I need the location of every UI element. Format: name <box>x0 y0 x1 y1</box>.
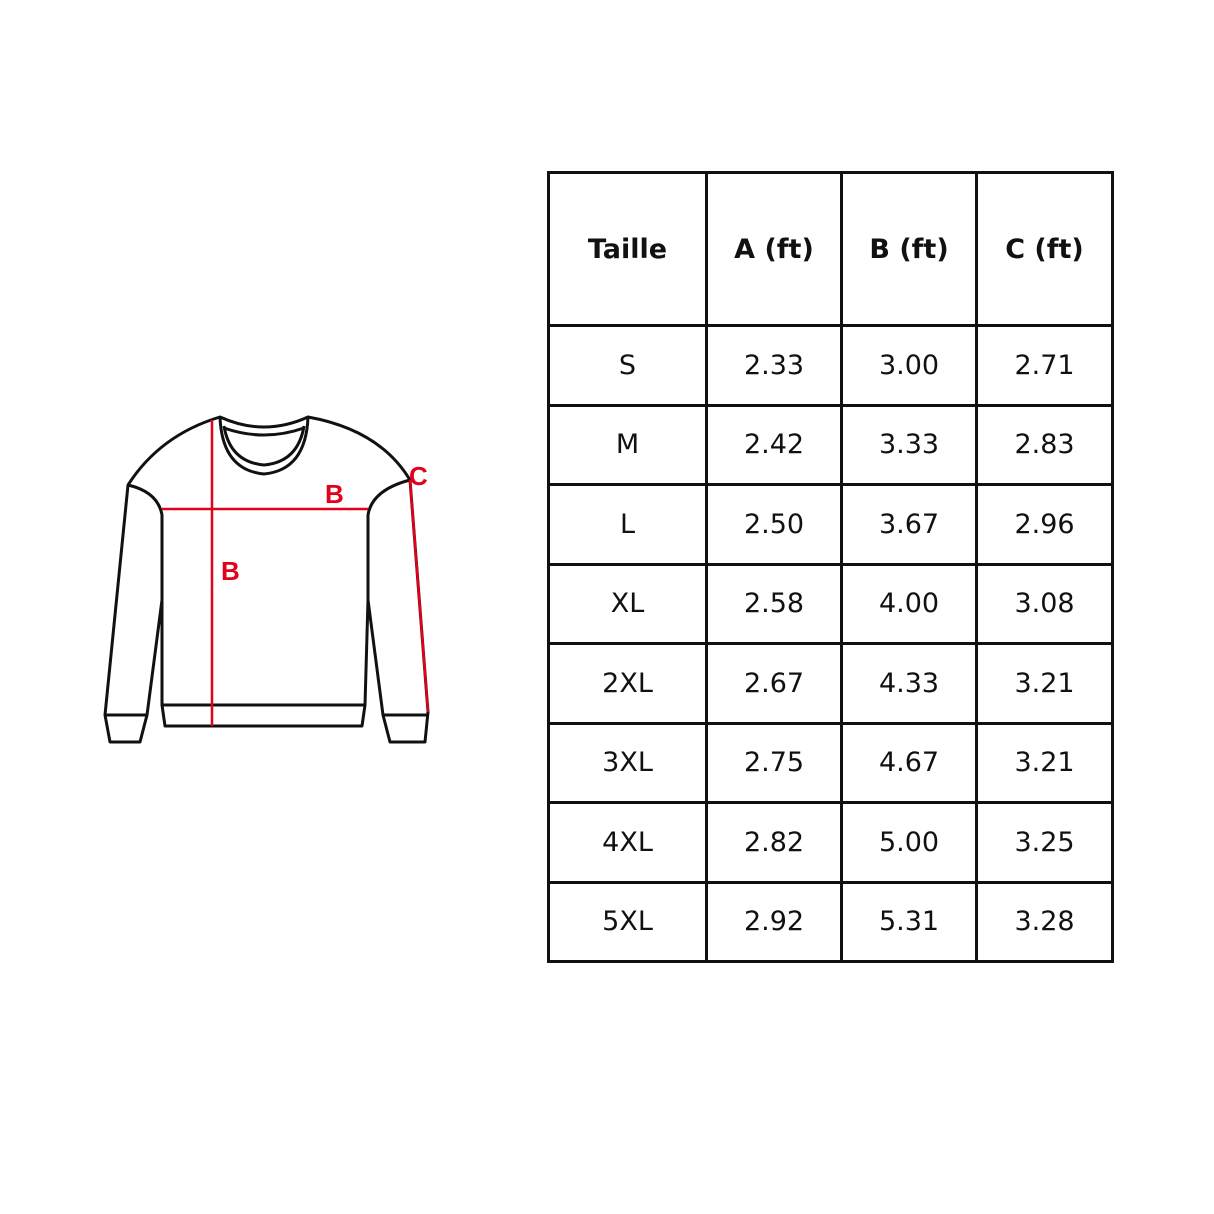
cell-a: 2.75 <box>705 721 843 804</box>
cell-a: 2.50 <box>705 483 843 566</box>
cell-b: 5.00 <box>840 801 978 884</box>
cell-a: 2.33 <box>705 324 843 407</box>
length-label: B <box>221 556 240 586</box>
cell-b: 4.67 <box>840 721 978 804</box>
header-c: C (ft) <box>975 171 1114 327</box>
cell-c: 3.25 <box>975 801 1114 884</box>
cell-a: 2.92 <box>705 880 843 963</box>
cell-size: M <box>547 403 708 486</box>
sweater-outline <box>103 415 430 744</box>
cell-b: 3.67 <box>840 483 978 566</box>
table-row: M 2.42 3.33 2.83 <box>547 403 1114 486</box>
table-row: 4XL 2.82 5.00 3.25 <box>547 801 1114 884</box>
table-row: 5XL 2.92 5.31 3.28 <box>547 880 1114 963</box>
cell-c: 3.08 <box>975 562 1114 645</box>
table-row: S 2.33 3.00 2.71 <box>547 324 1114 407</box>
cell-size: S <box>547 324 708 407</box>
table-header-row: Taille A (ft) B (ft) C (ft) <box>547 171 1114 327</box>
chest-label: B <box>325 479 344 509</box>
cell-a: 2.42 <box>705 403 843 486</box>
header-b: B (ft) <box>840 171 978 327</box>
cell-b: 4.00 <box>840 562 978 645</box>
cell-size: XL <box>547 562 708 645</box>
table-row: 3XL 2.75 4.67 3.21 <box>547 721 1114 804</box>
header-size: Taille <box>547 171 708 327</box>
cell-size: 3XL <box>547 721 708 804</box>
cell-size: 2XL <box>547 642 708 725</box>
sleeve-label: C <box>409 461 428 491</box>
cell-b: 4.33 <box>840 642 978 725</box>
cell-b: 5.31 <box>840 880 978 963</box>
cell-c: 3.21 <box>975 642 1114 725</box>
cell-b: 3.33 <box>840 403 978 486</box>
cell-c: 3.21 <box>975 721 1114 804</box>
cell-size: 5XL <box>547 880 708 963</box>
cell-b: 3.00 <box>840 324 978 407</box>
cell-size: 4XL <box>547 801 708 884</box>
size-table: Taille A (ft) B (ft) C (ft) S 2.33 3.00 2.7… <box>547 171 1114 963</box>
cell-c: 2.83 <box>975 403 1114 486</box>
cell-c: 3.28 <box>975 880 1114 963</box>
sleeve-line <box>408 479 430 713</box>
header-a: A (ft) <box>705 171 843 327</box>
cell-size: L <box>547 483 708 566</box>
table-row: XL 2.58 4.00 3.08 <box>547 562 1114 645</box>
cell-a: 2.58 <box>705 562 843 645</box>
cell-c: 2.96 <box>975 483 1114 566</box>
cell-a: 2.82 <box>705 801 843 884</box>
table-row: 2XL 2.67 4.33 3.21 <box>547 642 1114 725</box>
table-row: L 2.50 3.67 2.96 <box>547 483 1114 566</box>
cell-c: 2.71 <box>975 324 1114 407</box>
measurement-lines <box>162 420 430 726</box>
cell-a: 2.67 <box>705 642 843 725</box>
